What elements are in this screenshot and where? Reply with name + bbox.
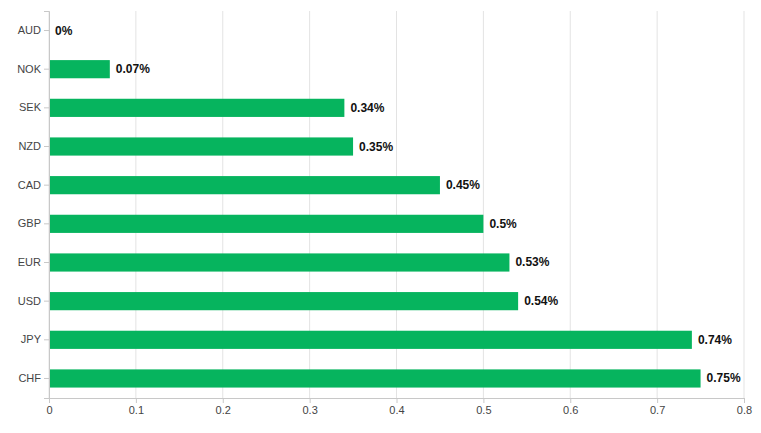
tick-mark [44,301,49,302]
tick-label: CHF [18,372,41,384]
axis-line [50,399,745,404]
tick-mark [44,378,49,379]
tick-mark [570,398,571,403]
bar [49,292,518,310]
tick: 0.5 [476,398,491,416]
tick-label: 0.6 [563,404,578,416]
data-label: 0.35% [359,140,393,154]
tick-label: CAD [18,179,41,191]
category-axis: AUD NOK SEK NZD CAD GBP EUR USD JPY CHF [17,12,49,399]
tick: AUD [18,24,49,36]
bar [49,99,344,117]
axis-line [44,12,50,399]
grid-line [744,11,745,398]
tick: 0.1 [129,398,144,416]
tick-mark [397,398,398,403]
data-label: 0.07% [116,62,150,76]
tick-mark [310,398,311,403]
tick: CAD [18,179,49,191]
tick-mark [136,398,137,403]
bar [49,137,353,155]
plot: 0 0.1 0.2 0.3 0.4 0.5 0.6 0.7 0.8 AUD NOK SEK NZD CAD… [17,11,752,416]
tick-label: JPY [21,333,42,345]
data-label: 0.74% [698,333,732,347]
data-label: 0.53% [515,255,549,269]
data-label: 0.54% [524,294,558,308]
tick-mark [44,107,49,108]
bars [49,60,701,387]
tick-label: SEK [19,101,42,113]
tick: 0.7 [650,398,665,416]
tick-label: 0.3 [302,404,317,416]
tick-mark [44,223,49,224]
tick-label: 0.5 [476,404,491,416]
tick: 0 [46,398,52,416]
tick-mark [44,185,49,186]
tick: 0.3 [302,398,317,416]
tick-label: AUD [18,24,41,36]
tick-mark [44,262,49,263]
tick: 0.8 [737,398,752,416]
tick-mark [44,339,49,340]
tick-label: 0.8 [737,404,752,416]
tick-mark [223,398,224,403]
value-axis: 0 0.1 0.2 0.3 0.4 0.5 0.6 0.7 0.8 [46,398,752,416]
tick-label: 0 [46,404,52,416]
data-label: 0.75% [707,371,741,385]
bar [49,253,509,271]
bar [49,331,692,349]
bar [49,176,440,194]
tick: NOK [17,63,49,75]
tick: 0.6 [563,398,578,416]
tick: SEK [19,101,49,113]
tick-label: 0.7 [650,404,665,416]
tick-mark [483,398,484,403]
bar [49,369,701,387]
tick-label: GBP [18,217,41,229]
chart: 0 0.1 0.2 0.3 0.4 0.5 0.6 0.7 0.8 AUD NOK SEK NZD CAD… [0,0,761,433]
tick-label: EUR [18,256,41,268]
data-label: 0.5% [489,217,517,231]
tick-label: 0.4 [389,404,404,416]
tick-mark [44,30,49,31]
data-label: 0% [55,24,73,38]
tick: USD [18,295,49,307]
tick: EUR [18,256,49,268]
tick-mark [44,69,49,70]
tick: GBP [18,217,49,229]
tick: CHF [18,372,49,384]
tick-label: 0.1 [129,404,144,416]
tick-mark [744,398,745,403]
grid [49,11,744,398]
tick-label: NZD [18,140,41,152]
tick: 0.2 [216,398,231,416]
bar [49,60,110,78]
tick-label: USD [18,295,41,307]
data-label: 0.34% [350,101,384,115]
tick-label: NOK [17,63,42,75]
tick-label: 0.2 [216,404,231,416]
tick-mark [44,146,49,147]
data-labels: 0% 0.07% 0.34% 0.35% 0.45% 0.5% 0.53% 0.54% 0.74… [55,24,741,386]
data-label: 0.45% [446,178,480,192]
bar [49,215,483,233]
tick-mark [657,398,658,403]
tick: 0.4 [389,398,404,416]
tick: NZD [18,140,49,152]
tick: JPY [21,333,49,345]
